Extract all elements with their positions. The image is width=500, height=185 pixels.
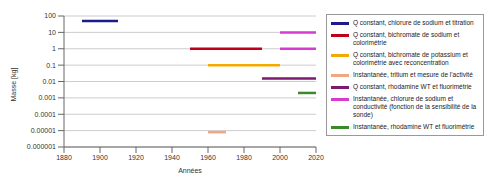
svg-text:Masse [kg]: Masse [kg] <box>10 68 18 102</box>
svg-text:1880: 1880 <box>56 154 72 161</box>
svg-text:100: 100 <box>44 12 56 19</box>
svg-text:1940: 1940 <box>164 154 180 161</box>
svg-text:0.1: 0.1 <box>46 62 56 69</box>
svg-text:0.000001: 0.000001 <box>27 143 56 150</box>
svg-text:10: 10 <box>48 29 56 36</box>
svg-text:1900: 1900 <box>92 154 108 161</box>
html-text:Q constant, bichromate de pota: Q constant, bichromate de potassium et c… <box>353 51 468 66</box>
svg-text:1980: 1980 <box>236 154 252 161</box>
svg-text:Années: Années <box>178 167 202 174</box>
html-text:Instantanée, tritium et mesure: Instantanée, tritium et mesure de l'acti… <box>353 71 473 78</box>
html-text:Instantanée, rhodamine WT et f: Instantanée, rhodamine WT et fluorimétri… <box>353 123 475 130</box>
svg-text:0.0001: 0.0001 <box>35 111 57 118</box>
html-text:Q constant, bichromate de sodi: Q constant, bichromate de sodium et colo… <box>353 31 460 46</box>
svg-text:0.01: 0.01 <box>42 78 56 85</box>
svg-text:2000: 2000 <box>272 154 288 161</box>
html-text:Q constant, chlorure de sodium: Q constant, chlorure de sodium et titrat… <box>353 19 474 26</box>
svg-text:0.001: 0.001 <box>38 94 56 101</box>
svg-text:1: 1 <box>52 45 56 52</box>
svg-text:0.00001: 0.00001 <box>31 127 56 134</box>
html-text:Instantanée, chlorure de sodiu: Instantanée, chlorure de sodium et condu… <box>353 95 477 118</box>
svg-text:2020: 2020 <box>308 154 324 161</box>
html-text:Q constant, rhodamine WT et fl: Q constant, rhodamine WT et fluorimétrie <box>353 83 472 90</box>
svg-text:1920: 1920 <box>128 154 144 161</box>
svg-text:1960: 1960 <box>200 154 216 161</box>
